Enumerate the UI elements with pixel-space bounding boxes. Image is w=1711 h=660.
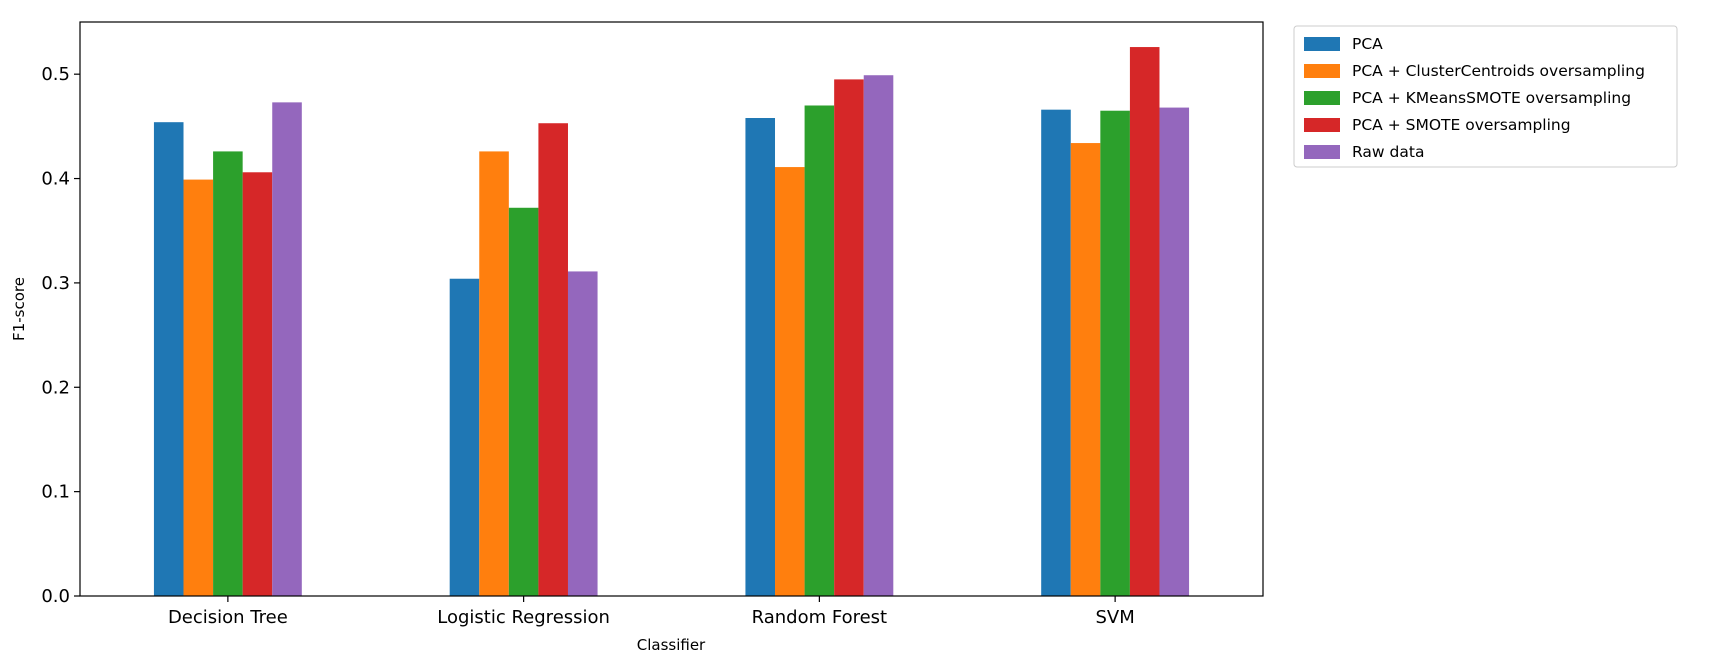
- bar-random-forest-series-2: [775, 167, 805, 596]
- bar-logistic-regression-series-3: [508, 207, 539, 596]
- bar-logistic-regression-series-4: [538, 123, 568, 596]
- x-tick-label: Logistic Regression: [437, 607, 610, 628]
- bar-decision-tree-series-3: [213, 151, 243, 596]
- bar-random-forest-series-5: [863, 75, 894, 597]
- bars-group: [153, 47, 1190, 597]
- y-axis: 0.0 0.1 0.2 0.3 0.4 0.5: [41, 64, 80, 607]
- bar-decision-tree-series-4: [242, 172, 273, 596]
- y-tick-label: 0.2: [41, 377, 70, 398]
- x-tick-label: Random Forest: [752, 607, 887, 628]
- bar-logistic-regression-series-5: [567, 271, 598, 596]
- x-axis-label: Classifier: [637, 636, 706, 654]
- legend-swatch: [1304, 145, 1340, 159]
- bar-svm-series-3: [1100, 110, 1130, 597]
- x-tick-label: SVM: [1095, 607, 1134, 628]
- y-tick-label: 0.0: [41, 586, 70, 607]
- bar-decision-tree-series-5: [272, 102, 302, 597]
- legend-swatch: [1304, 37, 1340, 51]
- legend-swatch: [1304, 118, 1340, 132]
- bar-logistic-regression-series-2: [479, 151, 509, 596]
- legend-swatch: [1304, 91, 1340, 105]
- legend-frame: [1293, 25, 1678, 168]
- bar-svm-series-5: [1159, 107, 1190, 596]
- bar-random-forest-series-3: [804, 105, 835, 597]
- bar-decision-tree-series-2: [183, 179, 214, 596]
- y-tick-label: 0.3: [41, 273, 70, 294]
- bar-decision-tree-series-1: [153, 122, 184, 596]
- legend: PCA PCA + ClusterCentroids oversampling PC…: [1293, 25, 1678, 168]
- y-tick-label: 0.4: [41, 169, 70, 190]
- bar-random-forest-series-1: [745, 118, 776, 596]
- bar-svm-series-2: [1070, 143, 1101, 596]
- bar-svm-series-4: [1129, 47, 1160, 597]
- legend-label: PCA + SMOTE oversampling: [1352, 116, 1571, 134]
- y-tick-label: 0.5: [41, 64, 70, 85]
- bar-random-forest-series-4: [834, 79, 864, 596]
- plot-frame: [79, 21, 1264, 597]
- legend-swatch: [1304, 64, 1340, 78]
- y-tick-label: 0.1: [41, 482, 70, 503]
- legend-label: Raw data: [1352, 143, 1424, 161]
- x-tick-label: Decision Tree: [168, 607, 288, 628]
- legend-label: PCA: [1352, 35, 1383, 53]
- x-axis: Decision Tree Logistic Regression Random F…: [168, 596, 1135, 628]
- y-axis-label: F1-score: [10, 277, 28, 341]
- legend-label: PCA + ClusterCentroids oversampling: [1352, 62, 1645, 80]
- bar-svm-series-1: [1041, 109, 1071, 597]
- bar-logistic-regression-series-1: [449, 278, 480, 596]
- legend-label: PCA + KMeansSMOTE oversampling: [1352, 89, 1631, 107]
